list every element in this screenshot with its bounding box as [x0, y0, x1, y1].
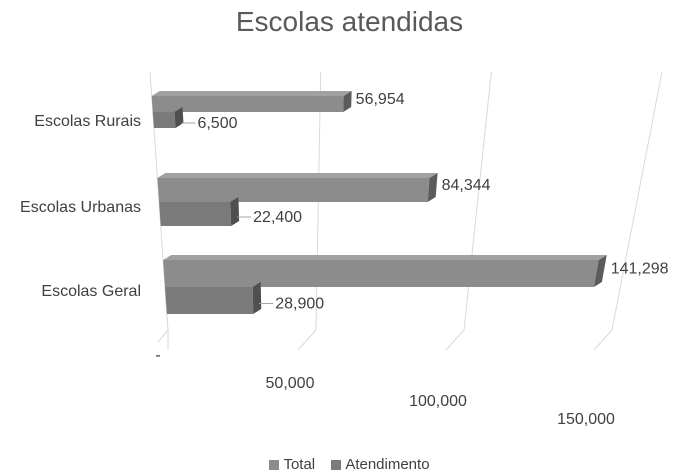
legend-label-atendimento: Atendimento — [345, 456, 430, 473]
bar-top-face — [152, 107, 183, 112]
legend-label-total: Total — [283, 456, 316, 473]
x-tick-label: 50,000 — [266, 375, 315, 392]
gridline — [611, 71, 663, 331]
bar-end-face — [252, 282, 262, 314]
legend-swatch-total — [269, 460, 280, 470]
bar-top-face — [159, 197, 239, 202]
data-label: 28,900 — [275, 296, 324, 313]
gridline-floor — [593, 329, 613, 351]
bar-end-face — [174, 107, 184, 128]
chart-title: Escolas atendidas — [235, 6, 464, 37]
x-tick-label: - — [155, 347, 160, 364]
gridline-floor — [445, 329, 465, 351]
chart-legend: Total Atendimento — [0, 456, 699, 473]
legend-item-atendimento: Atendimento — [331, 456, 430, 473]
bar-top-face — [163, 255, 607, 260]
bar-end-face — [593, 255, 607, 287]
gridline-floor — [297, 329, 317, 351]
bar — [165, 287, 254, 314]
x-tick-label: 150,000 — [557, 411, 615, 428]
bar — [157, 178, 430, 202]
bar-end-face — [343, 91, 352, 112]
bar-end-face — [427, 173, 438, 202]
data-label: 56,954 — [356, 91, 405, 108]
bar-end-face — [230, 197, 240, 226]
bar-top-face — [151, 91, 352, 96]
category-label: Escolas Rurais — [34, 113, 141, 130]
bar — [151, 96, 344, 112]
bar — [152, 112, 176, 128]
axis-floor-edge — [157, 329, 169, 343]
legend-swatch-atendimento — [331, 460, 342, 470]
category-label: Escolas Geral — [41, 283, 141, 300]
data-label: 6,500 — [197, 115, 237, 132]
x-tick-label: 100,000 — [409, 393, 467, 410]
bar — [159, 202, 232, 226]
gridline — [463, 71, 492, 331]
bar-top-face — [157, 173, 438, 178]
bar-top-face — [165, 282, 261, 287]
data-label: 84,344 — [442, 177, 491, 194]
category-label: Escolas Urbanas — [20, 199, 141, 216]
data-label: 141,298 — [611, 261, 669, 278]
bar — [163, 260, 599, 287]
legend-item-total: Total — [269, 456, 315, 473]
data-label: 22,400 — [253, 209, 302, 226]
